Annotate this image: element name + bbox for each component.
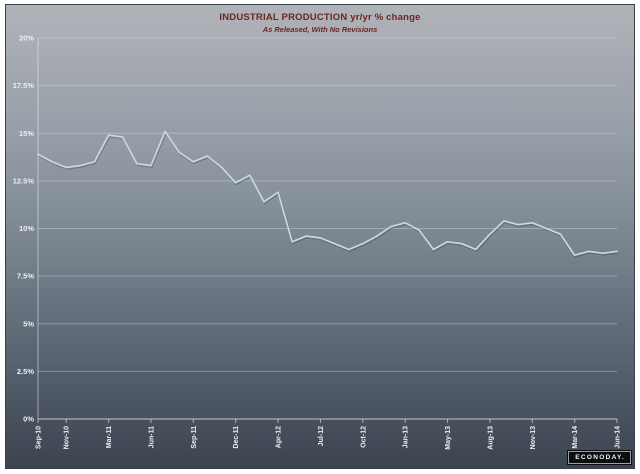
y-axis-tick-label: 10% <box>19 224 34 233</box>
x-axis-tick-label: Sep-10 <box>36 426 43 449</box>
data-line-shadow <box>38 130 618 258</box>
y-axis-tick-label: 5% <box>23 319 34 328</box>
data-line <box>37 130 618 257</box>
x-axis-tick-label: May-13 <box>445 426 452 450</box>
chart-frame: INDUSTRIAL PRODUCTION yr/yr % change As … <box>5 4 635 469</box>
x-axis-tick-label: Jul-12 <box>318 426 325 446</box>
y-axis-tick-label: 15% <box>19 129 34 138</box>
x-axis-tick-label: Jun-14 <box>615 426 622 449</box>
y-axis-tick-label: 20% <box>19 34 34 43</box>
chart-subtitle: As Released, With No Revisions <box>262 25 378 34</box>
x-axis-tick-label: Dec-11 <box>233 426 240 449</box>
econoday-logo: ECONODAY. <box>568 450 631 464</box>
x-axis-tick-label: Jun-11 <box>148 426 155 448</box>
x-axis-tick-label: Aug-13 <box>487 426 494 450</box>
y-axis-tick-label: 0% <box>23 415 34 424</box>
y-axis-tick-label: 2.5% <box>17 367 34 376</box>
x-axis-tick-label: Oct-12 <box>360 426 367 448</box>
y-axis-tick-label: 7.5% <box>17 272 34 281</box>
chart-title: INDUSTRIAL PRODUCTION yr/yr % change <box>219 12 421 23</box>
x-axis-tick-label: Sep-11 <box>191 426 198 449</box>
x-axis-tick-label: Apr-12 <box>276 426 283 448</box>
x-axis-tick-label: Mar-11 <box>106 426 113 448</box>
y-axis-tick-label: 17.5% <box>13 81 35 90</box>
x-axis-tick-label: Nov-13 <box>530 426 537 449</box>
x-axis-tick-label: Jan-13 <box>403 426 410 448</box>
x-axis-tick-label: Nov-10 <box>64 426 71 449</box>
y-axis-tick-label: 12.5% <box>13 176 35 185</box>
x-axis-tick-label: Mar-14 <box>572 426 579 449</box>
